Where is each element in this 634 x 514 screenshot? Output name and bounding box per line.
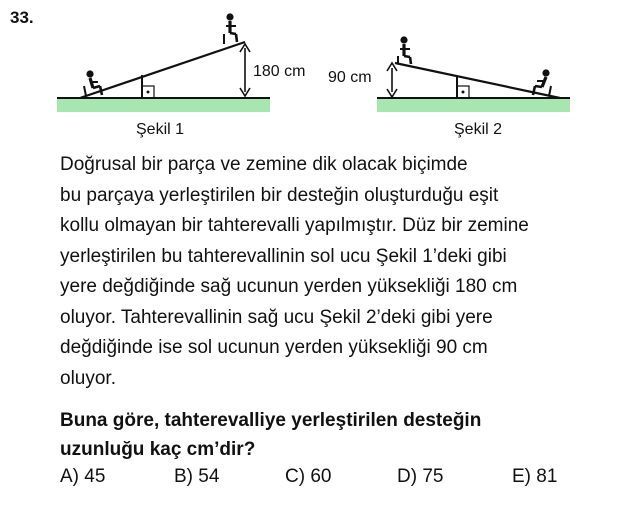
figure-2: 90 cm [328,36,570,112]
figure-2-arrowhead-top [386,61,398,72]
body-line: bu parçaya yerleştirilen bir desteğin ol… [60,184,499,206]
figure-2-right-angle [456,85,470,99]
figure-2-ground [377,98,570,112]
figure-1-right-rider-icon [223,13,239,44]
choice-a[interactable]: A) 45 [60,466,106,487]
question-number: 33. [10,8,34,27]
seesaw-figures: 180 cm 90 cm [57,13,570,112]
figure-1: 180 cm [57,13,305,112]
figure-1-arrowhead-bottom [239,87,251,98]
figure-1-left-rider-icon [83,70,104,97]
choice-c[interactable]: C) 60 [285,466,332,487]
figure-1-ground [57,98,270,112]
prompt-line: uzunluğu kaç cm’dir? [60,439,256,460]
figure-2-arrowhead-bottom [386,88,398,99]
figure-1-arrowhead-top [239,42,251,53]
body-line: yerleştirilen bu tahterevallinin sol ucu… [60,245,507,267]
choice-e[interactable]: E) 81 [512,466,558,487]
figure-1-plank [79,40,246,100]
body-line: Doğrusal bir parça ve zemine dik olacak … [60,154,468,175]
body-line: oluyor. [60,367,116,389]
body-line: değdiğinde ise sol ucunun yerden yüksekl… [60,337,488,358]
figure-2-right-rider-icon [531,69,552,97]
figure-2-right-angle-dot [461,90,465,94]
prompt-line: Buna göre, tahterevalliye yerleştirilen … [60,410,482,431]
figure-2-height-label: 90 cm [328,69,372,86]
figure-1-caption: Şekil 1 [136,121,185,138]
question-body: Doğrusal bir parça ve zemine dik olacak … [60,150,620,394]
question-prompt: Buna göre, tahterevalliye yerleştirilen … [60,406,620,464]
figure-2-caption: Şekil 2 [454,121,503,138]
figure-2-plank [394,61,561,100]
choice-d[interactable]: D) 75 [397,466,444,487]
body-line: kollu olmayan bir tahterevalli yapılmışt… [60,215,529,236]
figure-1-right-angle [141,85,155,99]
figure-1-height-label: 180 cm [253,63,305,80]
figure-1-right-angle-dot [146,90,150,94]
figure-2-left-rider-icon [397,36,413,65]
body-line: yere değdiğinde sağ ucunun yerden yüksek… [60,276,518,297]
choice-b[interactable]: B) 54 [174,466,220,487]
body-line: oluyor. Tahterevallinin sağ ucu Şekil 2’… [60,306,493,328]
